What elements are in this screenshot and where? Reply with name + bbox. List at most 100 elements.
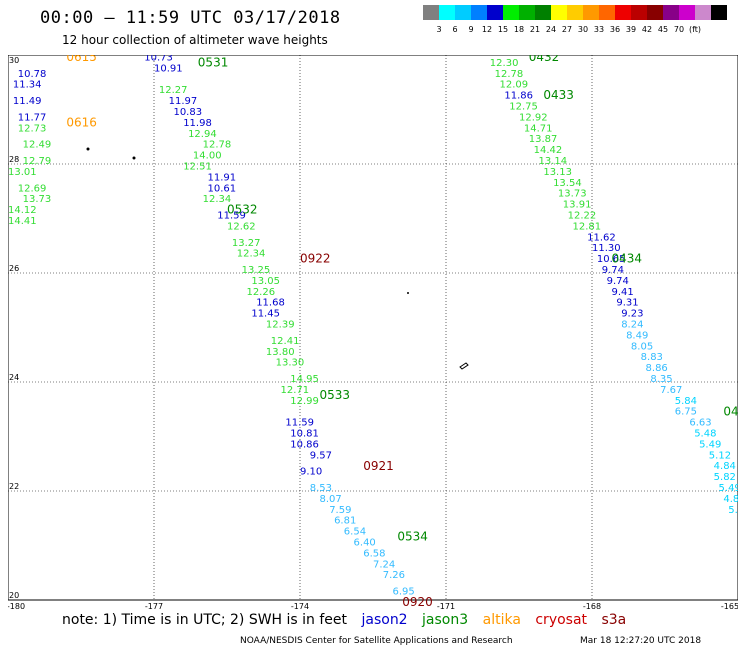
swh-value-label: 11.62 — [587, 232, 616, 243]
swh-value-label: 12.75 — [509, 102, 538, 113]
map-frame — [8, 55, 738, 601]
swh-value-label: 12.78 — [495, 69, 524, 80]
swh-value-label: 14.00 — [193, 151, 222, 162]
swh-value-label: 9.74 — [607, 276, 629, 287]
pass-time-label: 0532 — [227, 203, 258, 217]
colorbar-label: 42 — [641, 25, 653, 34]
swh-value-label: 11.63 — [480, 55, 509, 58]
swh-value-label: 6.75 — [675, 407, 697, 418]
swh-value-label: 14.12 — [8, 205, 37, 216]
swh-value-label: 7.26 — [383, 570, 405, 581]
colorbar-label: 70 — [673, 25, 685, 34]
lon-tick-label: -177 — [145, 602, 163, 610]
pass-time-label: 0432 — [529, 55, 560, 64]
swh-value-label: 12.41 — [271, 336, 300, 347]
swh-value-label: 6.54 — [344, 527, 366, 538]
swh-value-label: 6.40 — [354, 538, 376, 549]
swh-value-label: 7.24 — [373, 559, 395, 570]
swh-value-label: 12.73 — [18, 123, 47, 134]
colorbar-swatch — [679, 5, 695, 20]
colorbar-label: 18 — [513, 25, 525, 34]
colorbar-swatch — [487, 5, 503, 20]
swh-value-label: 5.48 — [694, 429, 716, 440]
swh-value-label: 12.92 — [519, 112, 548, 123]
swh-value-label: 7.67 — [660, 385, 682, 396]
swh-value-label: 11.91 — [208, 172, 237, 183]
swh-value-label: 13.80 — [266, 347, 295, 358]
swh-value-label: 8.07 — [319, 494, 341, 505]
swh-value-label: 12.81 — [573, 221, 602, 232]
swh-value-label: 10.65 — [597, 254, 626, 265]
colorbar-label: 30 — [577, 25, 589, 34]
swh-value-label: 12.26 — [246, 287, 275, 298]
colorbar-swatch — [439, 5, 455, 20]
swh-value-label: 12.69 — [18, 183, 47, 194]
swh-value-label: 12.49 — [23, 140, 52, 151]
colorbar-swatch — [455, 5, 471, 20]
colorbar-label: 36 — [609, 25, 621, 34]
swh-value-label: 8.83 — [641, 352, 663, 363]
swh-value-label: 12.99 — [290, 396, 319, 407]
swh-value-label: 14.42 — [534, 145, 563, 156]
swh-value-label: 14.71 — [524, 123, 553, 134]
swh-value-label: 6.63 — [689, 418, 711, 429]
pass-time-label: 0433 — [543, 88, 574, 102]
swh-value-label: 5.12 — [709, 450, 731, 461]
colorbar-swatch — [423, 5, 439, 20]
swh-value-label: 12.39 — [266, 320, 295, 331]
colorbar-label: 9 — [468, 25, 474, 34]
swh-value-label: 11.98 — [183, 118, 212, 129]
colorbar-label: 6 — [452, 25, 458, 34]
swh-value-label: 5.49 — [719, 483, 738, 494]
island-shape — [86, 147, 90, 151]
legend-note: note: 1) Time is in UTC; 2) SWH is in fe… — [62, 612, 348, 628]
lon-tick-label: -168 — [583, 602, 601, 610]
island-shape — [132, 156, 136, 160]
legend-s3a: s3a — [601, 612, 627, 628]
colorbar-swatch — [471, 5, 487, 20]
swh-value-label: 13.30 — [276, 358, 305, 369]
pass-time-label: 0921 — [363, 459, 394, 473]
colorbar-swatch — [647, 5, 663, 20]
swh-value-label: 10.86 — [290, 439, 319, 450]
pass-time-labels: 0615 0616 0531 0532 0922 0533 0921 0534 0920 0432… — [66, 55, 738, 609]
swh-value-label: 14.41 — [8, 216, 37, 227]
island-markers — [86, 147, 469, 370]
swh-value-label: 12.34 — [237, 249, 266, 260]
swh-value-label: 10.61 — [208, 183, 237, 194]
swh-value-label: 11.49 — [13, 96, 42, 107]
swh-value-label: 12.09 — [500, 80, 529, 91]
colorbar-label: 3 — [436, 25, 442, 34]
swh-value-label: 13.87 — [529, 134, 558, 145]
colorbar-label: 15 — [497, 25, 509, 34]
swh-value-label: 9.31 — [616, 298, 638, 309]
swh-value-label: 12.22 — [568, 211, 597, 222]
swh-value-label: 12.79 — [23, 156, 52, 167]
lat-tick-label: 28 — [9, 155, 19, 164]
swh-value-label: 11.68 — [256, 298, 285, 309]
swh-value-label: 9.41 — [611, 287, 633, 298]
swh-value-label: 9.23 — [621, 309, 643, 320]
colorbar-label: 24 — [545, 25, 557, 34]
swh-value-label: 11.59 — [285, 418, 314, 429]
lat-tick-label: 30 — [9, 56, 19, 65]
credit-line: NOAA/NESDIS Center for Satellite Applica… — [240, 636, 513, 646]
swh-value-label: 8.24 — [621, 320, 643, 331]
colorbar-label: 39 — [625, 25, 637, 34]
pass-time-label: 0615 — [66, 55, 97, 64]
colorbar-swatch — [551, 5, 567, 20]
colorbar-swatch — [695, 5, 711, 20]
colorbar-swatch — [615, 5, 631, 20]
legend-cryosat: cryosat — [535, 612, 588, 628]
swh-value-label: 8.05 — [631, 341, 653, 352]
swh-value-label: 11.77 — [18, 112, 47, 123]
swh-value-label: 13.73 — [558, 189, 587, 200]
swh-value-label: 4.87 — [723, 494, 738, 505]
lon-tick-label: -174 — [291, 602, 309, 610]
page-subtitle: 12 hour collection of altimeter wave hei… — [62, 33, 328, 47]
swh-value-label: 9.57 — [310, 450, 332, 461]
swh-value-label: 8.35 — [650, 374, 672, 385]
swh-value-label: 10.81 — [290, 429, 319, 440]
swh-value-label: 10.75 — [27, 55, 56, 58]
lon-tick-label: -171 — [437, 602, 455, 610]
